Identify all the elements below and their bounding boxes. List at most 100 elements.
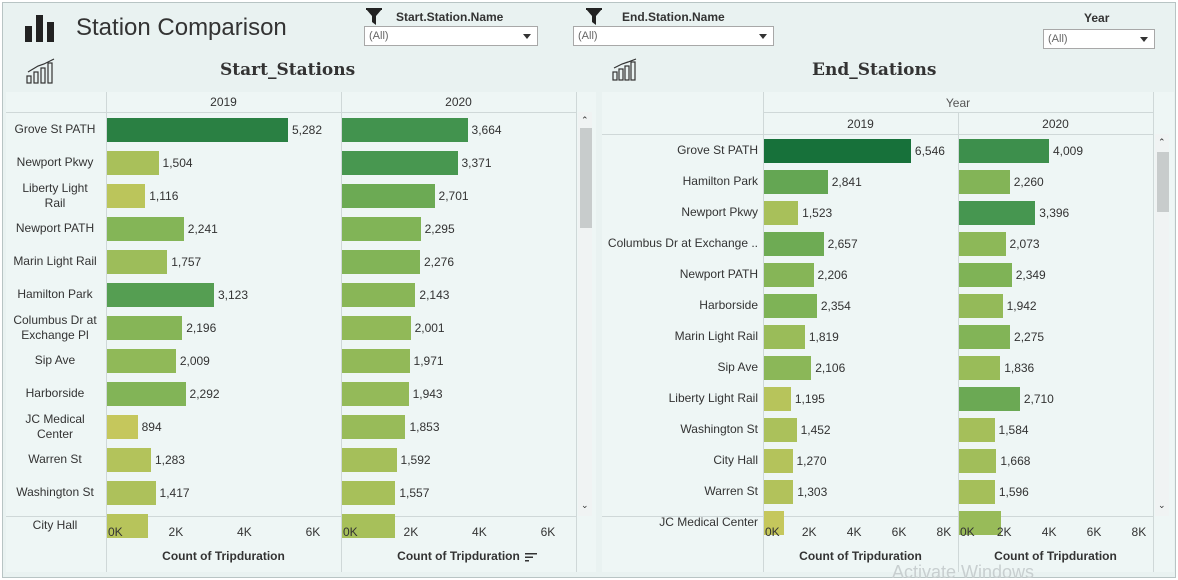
- bar[interactable]: [342, 381, 409, 406]
- scroll-down-icon[interactable]: ⌄: [581, 500, 589, 510]
- row-label: Hamilton Park: [682, 174, 758, 188]
- x-tick-label: 6K: [540, 525, 556, 539]
- scroll-thumb[interactable]: [580, 128, 592, 228]
- bar[interactable]: [342, 447, 397, 472]
- scroll-thumb[interactable]: [1157, 152, 1169, 212]
- dropdown-value: (All): [578, 30, 598, 42]
- bar[interactable]: [764, 262, 814, 287]
- row-label: City Hall: [32, 518, 78, 532]
- bar[interactable]: [764, 479, 794, 504]
- scroll-up-icon[interactable]: ⌃: [1158, 137, 1166, 147]
- bar[interactable]: [107, 315, 183, 340]
- bar[interactable]: [107, 414, 138, 439]
- bar[interactable]: [959, 262, 1012, 287]
- x-axis-title: Count of Tripduration: [994, 549, 1117, 563]
- bar-value-label: 2,073: [1009, 236, 1040, 251]
- scroll-down-icon[interactable]: ⌄: [1158, 500, 1166, 510]
- bar-value-label: 1,195: [794, 391, 825, 406]
- chevron-down-icon[interactable]: [759, 34, 767, 39]
- x-tick-label: 4K: [846, 525, 862, 539]
- bar[interactable]: [764, 231, 824, 256]
- start-station-dropdown[interactable]: (All): [364, 26, 538, 46]
- bar[interactable]: [959, 448, 997, 473]
- x-tick-label: 4K: [1041, 525, 1057, 539]
- bar[interactable]: [107, 249, 168, 274]
- bar[interactable]: [342, 249, 420, 274]
- bar[interactable]: [959, 479, 995, 504]
- bar[interactable]: [959, 293, 1003, 318]
- bar[interactable]: [959, 510, 1001, 535]
- bar[interactable]: [342, 513, 396, 538]
- x-tick-label: 6K: [891, 525, 907, 539]
- row-label: JC Medical Center: [659, 515, 758, 529]
- bar[interactable]: [342, 117, 468, 142]
- chevron-down-icon[interactable]: [523, 34, 531, 39]
- end-station-dropdown[interactable]: (All): [573, 26, 774, 46]
- filter-label: End.Station.Name: [622, 10, 725, 24]
- bar[interactable]: [107, 117, 288, 142]
- bar[interactable]: [342, 183, 435, 208]
- bar[interactable]: [342, 282, 416, 307]
- gridline: [576, 92, 577, 572]
- bar-value-label: 1,971: [413, 353, 444, 368]
- bar[interactable]: [342, 150, 458, 175]
- bar[interactable]: [764, 386, 791, 411]
- bar[interactable]: [107, 348, 176, 373]
- sort-icon[interactable]: [525, 552, 537, 562]
- row-label: JC Medical Center: [25, 411, 85, 441]
- bar[interactable]: [959, 417, 995, 442]
- bar[interactable]: [764, 448, 793, 473]
- chevron-down-icon[interactable]: [1140, 37, 1148, 42]
- axis-divider: [602, 516, 1153, 517]
- x-tick-label: 2K: [801, 525, 817, 539]
- bar-value-label: 1,283: [154, 452, 185, 467]
- bar[interactable]: [959, 324, 1011, 349]
- row-label: Newport PATH: [679, 267, 758, 281]
- bar[interactable]: [764, 200, 799, 225]
- x-axis-title: Count of Tripduration: [799, 549, 922, 563]
- bar-value-label: 2,657: [827, 236, 858, 251]
- bar[interactable]: [959, 231, 1006, 256]
- bar[interactable]: [764, 324, 805, 349]
- bar[interactable]: [959, 386, 1020, 411]
- bar[interactable]: [107, 282, 214, 307]
- bar[interactable]: [342, 414, 406, 439]
- bar[interactable]: [342, 315, 411, 340]
- bar[interactable]: [959, 138, 1049, 163]
- bar[interactable]: [959, 169, 1010, 194]
- bar[interactable]: [764, 417, 797, 442]
- bar-value-label: 2,349: [1015, 267, 1046, 282]
- bar[interactable]: [342, 216, 421, 241]
- bar[interactable]: [764, 138, 911, 163]
- bar[interactable]: [764, 510, 785, 535]
- bar-value-label: 2,276: [423, 254, 455, 269]
- bar-value-label: 1,819: [808, 329, 839, 344]
- bar-value-label: 3,396: [1039, 205, 1070, 220]
- bar[interactable]: [959, 200, 1036, 225]
- bar-chart-icon: [25, 15, 54, 42]
- bar[interactable]: [107, 447, 151, 472]
- bar[interactable]: [107, 381, 186, 406]
- bar[interactable]: [342, 348, 410, 373]
- bar[interactable]: [107, 216, 184, 241]
- bar[interactable]: [107, 480, 156, 505]
- vertical-scrollbar[interactable]: ⌃ ⌄: [578, 112, 592, 516]
- bar[interactable]: [107, 183, 146, 208]
- scroll-up-icon[interactable]: ⌃: [581, 115, 589, 125]
- x-tick-label: 0K: [108, 525, 123, 539]
- year-header-2020: 2020: [445, 95, 472, 109]
- bar[interactable]: [107, 150, 159, 175]
- bar[interactable]: [764, 355, 812, 380]
- x-tick-label: 6K: [305, 525, 321, 539]
- row-label: Liberty Light Rail: [668, 391, 758, 405]
- bar[interactable]: [342, 480, 396, 505]
- bar[interactable]: [764, 169, 828, 194]
- bar[interactable]: [764, 293, 817, 318]
- vertical-scrollbar[interactable]: ⌃ ⌄: [1155, 134, 1169, 516]
- row-label: Marin Light Rail: [674, 329, 758, 343]
- filter-label-year: Year: [1084, 11, 1110, 25]
- row-label: Columbus Dr at Exchange Pl: [13, 312, 97, 342]
- year-dropdown[interactable]: (All): [1043, 29, 1155, 49]
- bar[interactable]: [959, 355, 1001, 380]
- bar[interactable]: [107, 513, 149, 538]
